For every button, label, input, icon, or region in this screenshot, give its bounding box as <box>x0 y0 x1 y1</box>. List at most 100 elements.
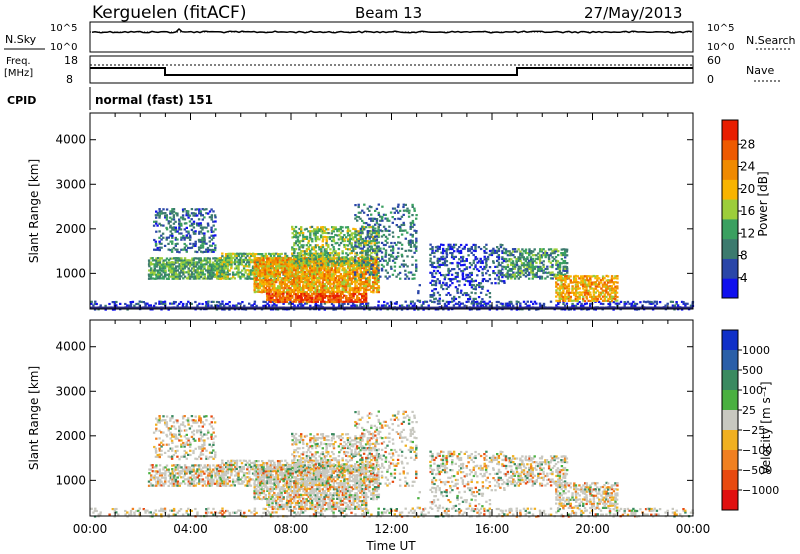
power-cell <box>285 263 288 266</box>
power-cell <box>155 263 158 266</box>
power-cell <box>332 285 336 288</box>
power-cell <box>210 238 214 241</box>
power-cell <box>321 228 325 231</box>
power-cell <box>519 253 522 257</box>
power-cell <box>438 300 441 303</box>
power-cell <box>519 270 522 273</box>
power-cell <box>221 259 224 262</box>
power-cell <box>449 247 452 251</box>
power-cell <box>215 263 219 266</box>
power-cell <box>402 221 405 224</box>
power-cell <box>330 251 334 255</box>
power-cell <box>578 293 581 296</box>
power-cell <box>546 275 549 278</box>
power-cell <box>282 256 285 260</box>
power-cell <box>504 275 508 278</box>
power-cell <box>113 301 117 304</box>
power-cell <box>312 234 316 237</box>
power-cell <box>587 293 590 296</box>
power-cell <box>451 282 454 285</box>
power-cell <box>350 268 354 271</box>
power-cell <box>434 266 438 269</box>
power-cell <box>262 265 265 268</box>
power-cell <box>176 265 180 268</box>
power-cell <box>174 267 178 270</box>
power-cell <box>173 267 176 270</box>
power-cell <box>671 304 675 307</box>
power-cell <box>337 271 341 274</box>
power-cell <box>612 283 616 286</box>
power-cell <box>373 249 376 252</box>
power-cell <box>269 257 272 260</box>
power-cell <box>309 300 312 303</box>
power-cell <box>318 279 321 282</box>
power-cell <box>357 290 361 293</box>
power-cell <box>375 234 378 237</box>
power-cell <box>598 277 601 280</box>
power-cell <box>362 243 366 247</box>
power-cell <box>157 273 160 276</box>
power-cell <box>599 297 603 300</box>
power-cell <box>320 296 323 299</box>
power-cell <box>616 275 619 278</box>
power-cell <box>451 252 454 255</box>
power-cell <box>375 265 379 268</box>
power-cell <box>511 260 515 263</box>
power-cell <box>336 254 339 257</box>
power-cell <box>594 299 598 302</box>
power-cell <box>440 251 443 254</box>
power-cell <box>280 284 283 287</box>
power-cell <box>585 279 588 282</box>
power-cell <box>311 285 314 288</box>
power-cell <box>375 283 379 286</box>
power-cell <box>366 247 370 250</box>
power-cell <box>185 261 188 264</box>
power-cell <box>289 283 293 286</box>
power-cell <box>493 272 497 275</box>
power-cell <box>359 231 362 234</box>
power-cell <box>346 279 350 282</box>
power-cell <box>606 291 610 294</box>
power-cell <box>347 302 350 306</box>
power-cell <box>313 258 316 261</box>
power-cell <box>528 304 531 307</box>
power-cell <box>310 289 314 292</box>
power-cell <box>506 269 510 272</box>
power-cell <box>467 298 470 301</box>
power-cell <box>400 223 403 227</box>
power-cell <box>560 254 563 257</box>
power-cell <box>368 288 371 291</box>
power-cell <box>214 216 217 219</box>
power-cell <box>339 290 343 293</box>
power-cell <box>519 273 522 276</box>
power-cell <box>377 241 380 244</box>
power-cell <box>242 275 246 278</box>
power-cell <box>391 245 395 248</box>
power-cell <box>273 257 276 260</box>
power-cell <box>203 216 206 219</box>
power-cell <box>257 263 260 266</box>
power-cell <box>587 285 590 288</box>
power-cell <box>477 302 481 305</box>
power-cell <box>246 252 249 256</box>
power-cell <box>479 261 483 264</box>
power-cell <box>366 223 370 226</box>
power-cell <box>332 248 336 251</box>
power-cell <box>271 257 274 260</box>
power-cell <box>167 222 170 225</box>
power-cell <box>260 265 264 268</box>
power-cell <box>310 267 314 270</box>
power-cell <box>183 246 187 249</box>
power-cell <box>350 251 353 255</box>
power-cell <box>176 212 179 215</box>
power-cell <box>517 256 520 259</box>
power-cell <box>206 302 210 305</box>
power-cell <box>352 238 355 241</box>
power-cell <box>436 245 439 248</box>
power-cell <box>328 273 332 276</box>
power-cell <box>90 300 93 303</box>
power-cell <box>596 275 599 278</box>
power-cell <box>304 285 307 288</box>
power-cell <box>370 257 373 260</box>
power-cell <box>581 291 585 294</box>
